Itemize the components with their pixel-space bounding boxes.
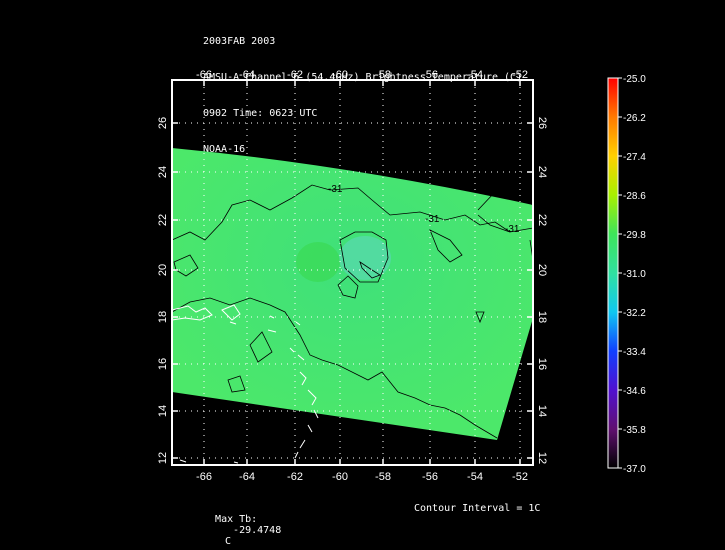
map-title: 2003FAB 2003 AMSU-A Channel 6 (54.4GHz) …	[203, 12, 522, 168]
title-line-3: 0902 Time: 0623 UTC	[203, 108, 318, 119]
lat-labels-right: 12 14 16 18 20 22 24 26	[536, 117, 548, 464]
lat-label-right: 24	[536, 166, 548, 178]
colorbar	[607, 77, 619, 469]
lon-label-bottom: -64	[239, 471, 255, 483]
lon-label-bottom: -58	[375, 471, 391, 483]
lon-label-bottom: -60	[332, 471, 348, 483]
lat-label-left: 24	[157, 166, 169, 178]
lat-label-left: 22	[157, 214, 169, 226]
lat-label-right: 18	[536, 311, 548, 323]
max-tb-unit: C	[225, 536, 232, 547]
colorbar-label: -37.0	[623, 464, 646, 475]
lon-label-bottom: -62	[287, 471, 303, 483]
colorbar-label: -26.2	[623, 113, 646, 124]
lon-label-top: -66	[196, 69, 212, 81]
contour-label: -31	[425, 214, 440, 225]
lat-label-left: 18	[157, 311, 169, 323]
warm-anomaly	[296, 242, 340, 282]
lon-label-bottom: -56	[422, 471, 438, 483]
cold-anomaly	[339, 236, 391, 280]
lon-label-top: -52	[512, 69, 528, 81]
max-tb-readout: Max Tb: -29.4748 C	[203, 503, 281, 547]
map-frame	[171, 79, 534, 466]
lat-label-left: 20	[157, 264, 169, 276]
lat-label-right: 12	[536, 452, 548, 464]
lon-label-top: -56	[422, 69, 438, 81]
coastlines	[171, 304, 319, 464]
lat-label-right: 22	[536, 214, 548, 226]
lat-label-left: 14	[157, 405, 169, 417]
title-line-2: AMSU-A Channel 6 (54.4GHz) Brightness Te…	[203, 72, 523, 83]
map-ticks	[172, 80, 533, 465]
lon-label-bottom: -66	[196, 471, 212, 483]
colorbar-label: -29.8	[623, 230, 646, 241]
lat-labels-left: 12 14 16 18 20 22 24 26	[157, 117, 169, 464]
contour-value-labels: -31 -31 -31	[328, 184, 520, 235]
lat-label-right: 26	[536, 117, 548, 129]
contour-interval: Contour Interval = 1C	[414, 503, 541, 514]
lon-label-top: -58	[375, 69, 391, 81]
lon-label-bottom: -52	[512, 471, 528, 483]
max-tb-value: -29.4748	[233, 525, 282, 536]
colorbar-label: -27.4	[623, 152, 646, 163]
max-tb-label: Max Tb:	[215, 514, 258, 525]
colorbar-labels: -25.0 -26.2 -27.4 -28.6 -29.8 -31.0 -32.…	[623, 74, 646, 475]
lat-label-left: 16	[157, 358, 169, 370]
lat-label-right: 14	[536, 405, 548, 417]
colorbar-label: -31.0	[623, 269, 646, 280]
lon-labels-bottom: -66 -64 -62 -60 -58 -56 -54 -52	[196, 471, 528, 483]
lon-label-bottom: -54	[467, 471, 483, 483]
lon-labels-top: -66 -64 -62 -60 -58 -56 -54 -52	[196, 69, 528, 81]
colorbar-ticks	[618, 77, 622, 469]
lat-label-left: 26	[157, 117, 169, 129]
lat-label-right: 16	[536, 358, 548, 370]
lon-label-top: -60	[332, 69, 348, 81]
contour-label: -31	[505, 224, 520, 235]
contour-lines	[171, 184, 534, 439]
lon-label-top: -54	[467, 69, 483, 81]
lat-label-left: 12	[157, 452, 169, 464]
lat-label-right: 20	[536, 264, 548, 276]
lon-label-top: -62	[287, 69, 303, 81]
colorbar-label: -34.6	[623, 386, 646, 397]
title-line-4: NOAA-16	[203, 144, 246, 155]
title-line-1: 2003FAB 2003	[203, 36, 276, 47]
contour-label: -31	[328, 184, 343, 195]
colorbar-label: -33.4	[623, 347, 646, 358]
colorbar-label: -35.8	[623, 425, 646, 436]
brightness-swath	[172, 148, 533, 440]
colorbar-label: -32.2	[623, 308, 646, 319]
colorbar-label: -25.0	[623, 74, 646, 85]
lon-label-top: -64	[239, 69, 255, 81]
colorbar-label: -28.6	[623, 191, 646, 202]
